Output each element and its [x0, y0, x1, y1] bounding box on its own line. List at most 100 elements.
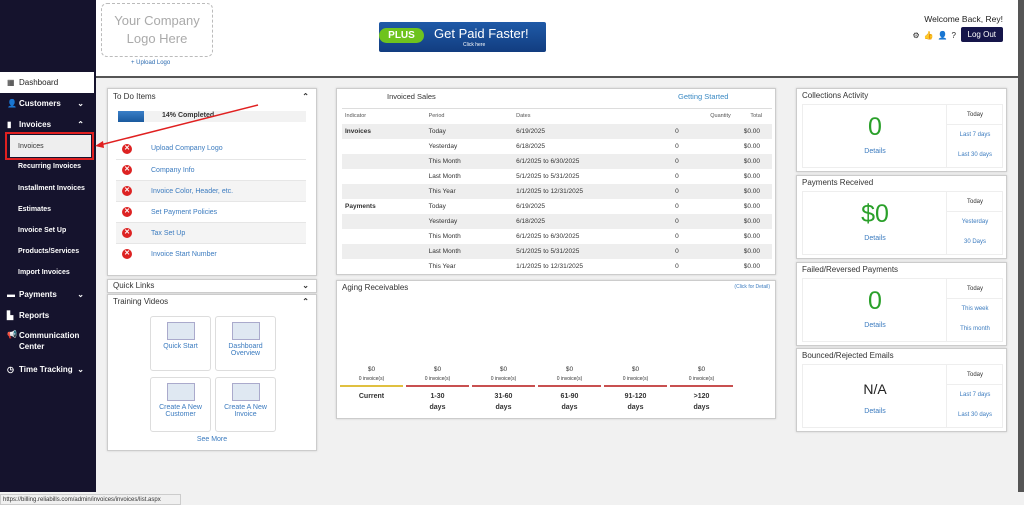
stat-panel: Failed/Reversed Payments 0 Details Today Thi…: [796, 262, 1007, 346]
todo-link[interactable]: Set Payment Policies: [151, 208, 218, 216]
table-row: Invoices Today 6/19/2025 0 $0.00: [342, 123, 772, 139]
column-header: Quantity: [672, 108, 741, 124]
highlight-box: [5, 132, 94, 160]
period-option[interactable]: Last 7 days: [959, 392, 991, 398]
aging-bucket[interactable]: $0 0 invoice(s) >120 days: [670, 366, 733, 413]
upload-logo-link[interactable]: + Upload Logo: [131, 60, 171, 66]
table-row: Yesterday 6/18/2025 0 $0.00: [342, 213, 772, 229]
user-icon[interactable]: 👤: [937, 31, 952, 40]
chevron-down-icon: ⌄: [77, 364, 84, 374]
click-for-detail-link[interactable]: (Click for Detail): [734, 284, 770, 290]
table-cell: 0: [675, 172, 679, 180]
sidebar-item-customers[interactable]: 👤 Customers ⌄: [7, 98, 84, 108]
bucket-amount: $0: [565, 366, 574, 373]
video-dashboard-overview[interactable]: Dashboard Overview: [215, 316, 276, 371]
sidebar-item-dashboard[interactable]: ▦ Dashboard: [0, 72, 94, 93]
period-option[interactable]: This month: [960, 326, 990, 332]
period-option[interactable]: Last 30 days: [957, 412, 993, 418]
table-cell: 6/19/2025: [516, 127, 546, 135]
chevron-down-icon[interactable]: ⌄: [302, 281, 309, 290]
sidebar-subitem-installment-invoices[interactable]: Installment Invoices: [18, 184, 85, 192]
aging-bucket[interactable]: $0 0 invoice(s) 1-30 days: [406, 366, 469, 413]
period-option[interactable]: Today: [947, 365, 1003, 385]
period-option[interactable]: Last 30 days: [957, 152, 993, 158]
todo-link[interactable]: Invoice Color, Header, etc.: [151, 187, 234, 195]
bucket-label: 31-60: [494, 393, 513, 400]
sidebar-subitem-recurring-invoices[interactable]: Recurring Invoices: [18, 162, 82, 170]
details-link[interactable]: Details: [864, 322, 886, 329]
table-row: This Month 6/1/2025 to 6/30/2025 0 $0.00: [342, 229, 772, 244]
table-row: This Year 1/1/2025 to 12/31/2025 0 $0.00: [342, 259, 772, 274]
aging-bucket[interactable]: $0 0 invoice(s) 61-90 days: [538, 366, 601, 413]
period-option[interactable]: Today: [947, 279, 1003, 299]
promo-banner[interactable]: PLUS Get Paid Faster! Click here: [379, 22, 546, 52]
table-cell: 6/1/2025 to 6/30/2025: [516, 157, 580, 165]
sidebar-item-time-tracking[interactable]: ◷ Time Tracking ⌄: [7, 364, 84, 374]
table-cell: Yesterday: [428, 217, 458, 225]
todo-link[interactable]: Invoice Start Number: [151, 250, 217, 258]
aging-bucket[interactable]: $0 0 invoice(s) 91-120 days: [604, 366, 667, 413]
todo-item[interactable]: ✕ Upload Company Logo: [116, 138, 306, 159]
todo-link[interactable]: Upload Company Logo: [151, 145, 223, 152]
banner-subtext: Click here: [463, 42, 486, 48]
getting-started-link[interactable]: Getting Started: [678, 92, 729, 101]
period-option[interactable]: Yesterday: [961, 219, 989, 225]
bucket-amount: $0: [433, 366, 442, 373]
plus-badge: PLUS: [379, 28, 424, 43]
todo-item[interactable]: ✕ Company Info: [116, 159, 306, 180]
todo-link[interactable]: Company Info: [151, 166, 195, 174]
video-quick-start[interactable]: Quick Start: [150, 316, 211, 371]
table-cell: 5/1/2025 to 5/31/2025: [516, 172, 580, 180]
todo-item[interactable]: ✕ Set Payment Policies: [116, 201, 306, 222]
gear-icon[interactable]: ⚙: [912, 31, 924, 40]
chevron-up-icon[interactable]: ⌃: [302, 92, 309, 101]
detail-link-text[interactable]: Click for Detail: [736, 284, 769, 290]
period-option[interactable]: Today: [947, 105, 1003, 125]
sidebar-item-communication-center[interactable]: 📢 Communication Center: [7, 330, 80, 351]
details-link[interactable]: Details: [864, 235, 886, 242]
bucket-amount: $0: [697, 366, 706, 373]
quick-links-panel[interactable]: Quick Links ⌄: [107, 279, 317, 293]
video-create-invoice[interactable]: Create A New Invoice: [215, 377, 276, 432]
table-cell: 1/1/2025 to 12/31/2025: [516, 262, 583, 270]
period-option[interactable]: 30 Days: [963, 239, 986, 245]
aging-bucket[interactable]: $0 0 invoice(s) Current: [340, 366, 403, 402]
sidebar-subitem-import-invoices[interactable]: Import Invoices: [18, 268, 70, 276]
period-option[interactable]: Today: [947, 192, 1003, 212]
sidebar-subitem-invoice-set-up[interactable]: Invoice Set Up: [18, 226, 67, 234]
see-more-link[interactable]: See More: [196, 436, 228, 443]
todo-panel: To Do Items ⌃ 14% Completed ✕ Upload Comp…: [107, 88, 317, 276]
logout-button[interactable]: Log Out: [960, 27, 1003, 42]
period-option[interactable]: This week: [961, 306, 989, 312]
video-label: Create A New Customer: [159, 404, 202, 418]
todo-item[interactable]: ✕ Invoice Color, Header, etc.: [116, 180, 306, 201]
help-icon[interactable]: ?: [951, 31, 960, 40]
video-create-customer[interactable]: Create A New Customer: [150, 377, 211, 432]
table-cell: Yesterday: [428, 142, 458, 150]
x-circle-icon: ✕: [122, 186, 132, 196]
sidebar-item-payments[interactable]: ▬ Payments ⌄: [7, 289, 84, 299]
chevron-up-icon[interactable]: ⌃: [302, 297, 309, 306]
video-label: Quick Start: [163, 343, 198, 350]
period-option[interactable]: Last 7 days: [959, 132, 991, 138]
bucket-count: 0 invoice(s): [358, 376, 385, 382]
details-link[interactable]: Details: [864, 148, 886, 155]
sidebar-subitem-estimates[interactable]: Estimates: [18, 205, 52, 213]
sidebar-subitem-invoices[interactable]: Invoices: [10, 135, 91, 157]
details-link[interactable]: Details: [864, 408, 886, 415]
panel-title: To Do Items: [113, 92, 156, 101]
table-cell: Payments: [345, 202, 376, 210]
bucket-label: 1-30: [430, 393, 445, 400]
scrollbar[interactable]: [1018, 0, 1024, 492]
sidebar-item-invoices[interactable]: ▮ Invoices ⌃: [7, 119, 84, 129]
todo-link[interactable]: Tax Set Up: [151, 229, 186, 237]
bucket-bar: [604, 385, 667, 387]
logo-placeholder[interactable]: Your Company Logo Here: [101, 3, 213, 57]
todo-item[interactable]: ✕ Tax Set Up: [116, 222, 306, 243]
todo-item[interactable]: ✕ Invoice Start Number: [116, 243, 306, 264]
sidebar-subitem-products-services[interactable]: Products/Services: [18, 247, 80, 255]
aging-bucket[interactable]: $0 0 invoice(s) 31-60 days: [472, 366, 535, 413]
stat-panel: Payments Received $0 Details Today Yesterday…: [796, 175, 1007, 259]
thumbs-up-icon[interactable]: 👍: [923, 31, 938, 40]
sidebar-item-reports[interactable]: ▙ Reports: [7, 310, 50, 320]
